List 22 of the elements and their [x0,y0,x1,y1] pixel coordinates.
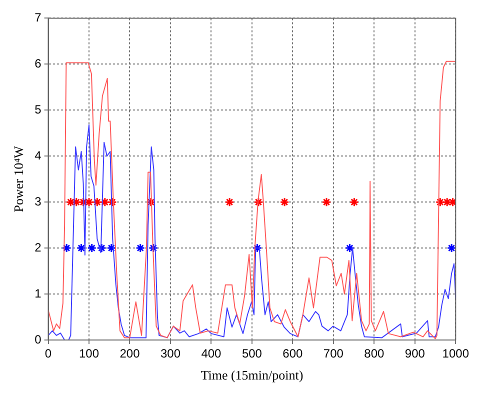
y-tick-label: 0 [34,332,42,346]
y-tick-label: 7 [34,10,42,25]
x-tick-label: 700 [323,346,344,361]
x-tick-label: 500 [242,346,262,361]
x-tick-label: 400 [201,346,222,361]
y-tick-label: 1 [34,286,42,300]
x-axis-title: Time (15min/point) [200,368,304,383]
line-series [48,60,456,340]
y-tick-label: 4 [34,148,42,162]
y-tick-label: 5 [34,102,42,116]
y-tick-label: 6 [34,56,42,70]
x-tick-label: 800 [364,346,385,361]
x-tick-label: 600 [282,346,304,361]
x-tick-label: 0 [44,346,52,361]
y-tick-label: 2 [34,240,42,254]
x-tick-label: 1000 [442,346,470,361]
x-tick-label: 100 [78,346,100,361]
x-tick-label: 300 [160,346,181,361]
y-tick-label: 3 [34,194,42,208]
x-tick-label: 200 [120,346,140,361]
x-tick-label: 900 [404,346,426,361]
y-axis-title: Power 10⁴W [11,145,26,212]
